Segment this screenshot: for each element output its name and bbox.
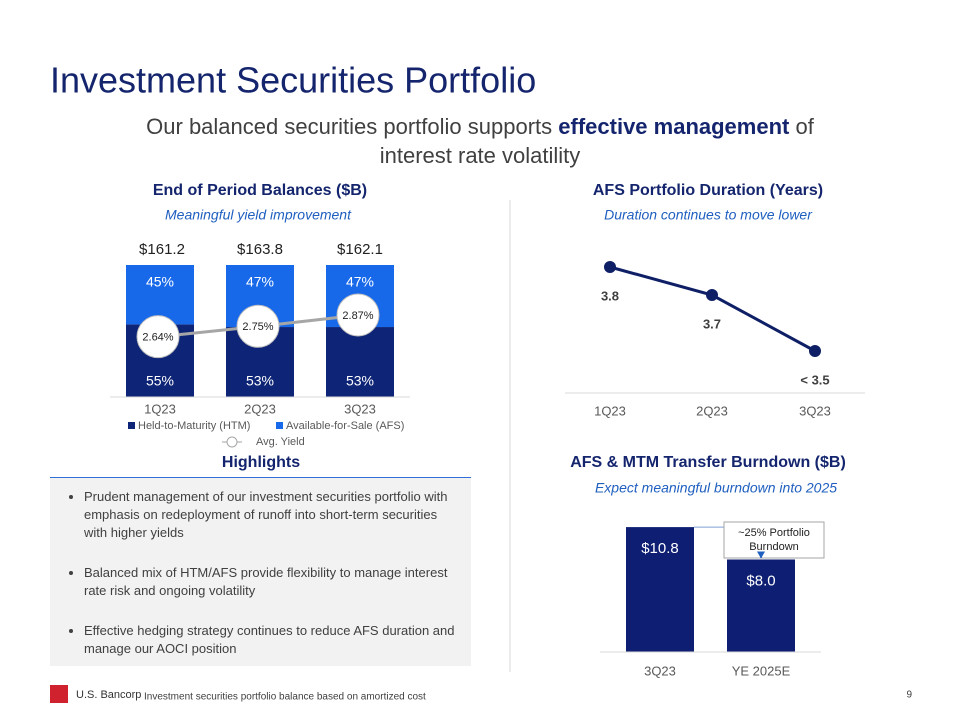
total-label: $161.2 <box>139 241 185 258</box>
x-tick-label: 2Q23 <box>696 403 728 418</box>
x-tick-label: 2Q23 <box>244 401 276 416</box>
highlight-bullet: Effective hedging strategy continues to … <box>84 622 459 658</box>
chart-title: End of Period Balances ($B) <box>153 182 367 199</box>
legend-label: Held-to-Maturity (HTM) <box>138 420 250 432</box>
x-tick-label: 3Q23 <box>344 401 376 416</box>
annotation-text: Burndown <box>749 541 799 553</box>
segment-label: 47% <box>246 274 274 290</box>
highlights-list: Prudent management of our investment sec… <box>64 488 459 658</box>
value-label: 3.7 <box>703 316 721 331</box>
total-label: $163.8 <box>237 241 283 258</box>
legend-swatch <box>128 422 135 429</box>
duration-marker <box>604 261 616 273</box>
total-label: $162.1 <box>337 241 383 258</box>
highlight-bullet: Prudent management of our investment sec… <box>84 488 459 542</box>
subtitle-part: of <box>789 114 814 139</box>
annotation-box <box>723 521 825 559</box>
bar-segment <box>326 327 394 397</box>
duration-marker <box>706 289 718 301</box>
yield-label: 2.64% <box>142 332 173 344</box>
x-tick-label: 1Q23 <box>144 401 176 416</box>
yield-label: 2.75% <box>242 321 273 333</box>
logo-text: U.S. Bancorp <box>76 689 141 701</box>
highlight-bullet: Balanced mix of HTM/AFS provide flexibil… <box>84 564 459 600</box>
value-label: $10.8 <box>641 540 679 557</box>
annotation-text: ~25% Portfolio <box>738 527 810 539</box>
slide-subtitle: Our balanced securities portfolio suppor… <box>146 114 815 139</box>
footnote: Investment securities portfolio balance … <box>144 692 426 703</box>
x-tick-label: 3Q23 <box>644 663 676 678</box>
yield-marker <box>236 304 280 348</box>
x-tick-label: YE 2025E <box>732 663 791 678</box>
legend-label: Avg. Yield <box>256 436 305 448</box>
segment-label: 47% <box>346 274 374 290</box>
slide-title: Investment Securities Portfolio <box>50 60 536 101</box>
segment-label: 53% <box>246 373 274 389</box>
x-tick-label: 3Q23 <box>799 403 831 418</box>
subtitle-part: Our balanced securities portfolio suppor… <box>146 114 558 139</box>
chart-subtitle: Meaningful yield improvement <box>165 207 352 223</box>
value-label: 3.8 <box>601 288 619 303</box>
segment-label: 53% <box>346 373 374 389</box>
yield-marker <box>336 293 380 337</box>
duration-marker <box>809 345 821 357</box>
highlights-box: Prudent management of our investment sec… <box>50 477 471 666</box>
legend-label: Available-for-Sale (AFS) <box>286 420 404 432</box>
chart-title: AFS & MTM Transfer Burndown ($B) <box>570 454 846 471</box>
segment-label: 45% <box>146 274 174 290</box>
x-tick-label: 1Q23 <box>594 403 626 418</box>
yield-marker <box>136 315 180 359</box>
yield-label: 2.87% <box>342 310 373 322</box>
segment-label: 55% <box>146 373 174 389</box>
bar <box>626 527 694 652</box>
legend-swatch <box>276 422 283 429</box>
value-label: < 3.5 <box>800 372 829 387</box>
bar-segment <box>126 265 194 325</box>
slide-subtitle-line: interest rate volatility <box>380 143 581 168</box>
value-label: $8.0 <box>746 572 775 589</box>
highlights-title: Highlights <box>222 454 300 471</box>
bar <box>727 559 795 652</box>
legend-marker <box>226 436 238 448</box>
page-number: 9 <box>906 690 912 701</box>
chart-subtitle: Expect meaningful burndown into 2025 <box>595 480 837 496</box>
chart-subtitle: Duration continues to move lower <box>604 207 813 223</box>
chart-title: AFS Portfolio Duration (Years) <box>593 182 823 199</box>
logo-mark <box>50 685 68 703</box>
arrow-head <box>757 551 765 559</box>
duration-line <box>609 265 816 353</box>
subtitle-emphasis: effective management <box>558 114 790 139</box>
